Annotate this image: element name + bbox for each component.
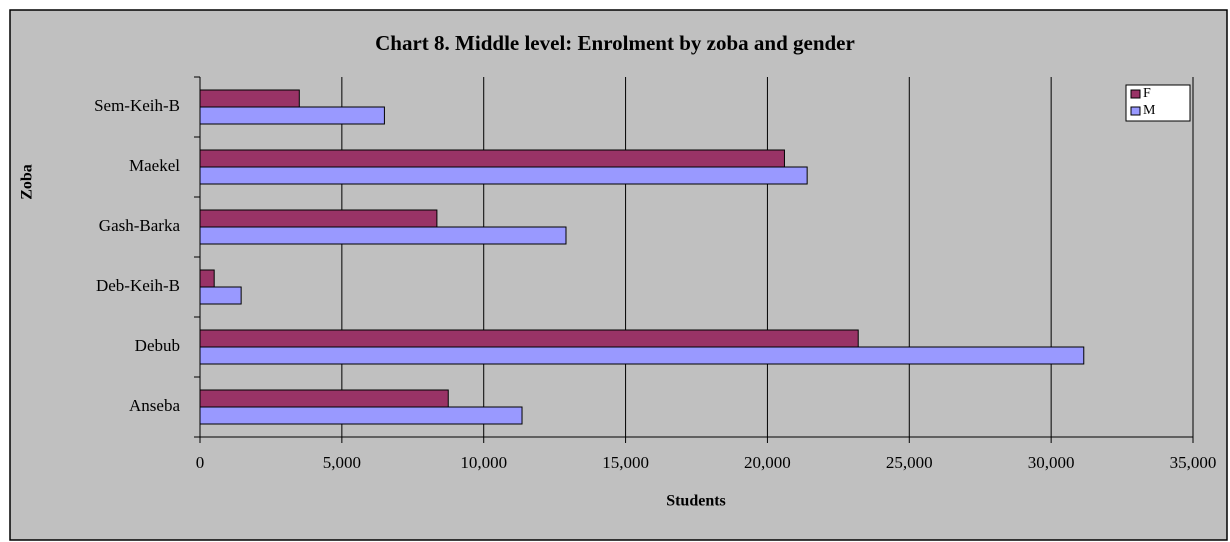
y-axis-title: Zoba: [19, 164, 36, 200]
x-tick-label: 30,000: [1028, 453, 1075, 472]
bar: [199, 269, 215, 288]
x-tick-label: 0: [196, 453, 205, 472]
bar: [199, 346, 1085, 365]
x-tick-label: 35,000: [1170, 453, 1217, 472]
x-tick-label: 25,000: [886, 453, 933, 472]
legend-label: F: [1143, 86, 1151, 101]
bar: [199, 209, 438, 228]
x-tick-label: 15,000: [602, 453, 649, 472]
y-tick-label: Maekel: [129, 156, 180, 175]
bar: [199, 286, 242, 305]
y-tick-label: Deb-Keih-B: [96, 276, 180, 295]
bar: [199, 329, 859, 348]
bar: [199, 389, 449, 408]
x-tick-label: 5,000: [323, 453, 361, 472]
chart-title: Chart 8. Middle level: Enrolment by zoba…: [375, 31, 855, 55]
y-tick-label: Anseba: [129, 396, 180, 415]
legend-label: M: [1143, 103, 1156, 118]
legend-swatch: [1130, 106, 1141, 116]
bar: [199, 406, 523, 425]
y-tick-label: Sem-Keih-B: [94, 96, 180, 115]
x-tick-label: 20,000: [744, 453, 791, 472]
bar: [199, 89, 300, 108]
x-tick-label: 10,000: [460, 453, 507, 472]
bar: [199, 226, 567, 245]
x-axis-title: Students: [666, 493, 726, 510]
y-tick-label: Debub: [135, 336, 180, 355]
y-tick-label: Gash-Barka: [99, 216, 181, 235]
legend-swatch: [1130, 89, 1141, 99]
bar: [199, 149, 785, 168]
bar: [199, 106, 385, 125]
bar: [199, 166, 808, 185]
